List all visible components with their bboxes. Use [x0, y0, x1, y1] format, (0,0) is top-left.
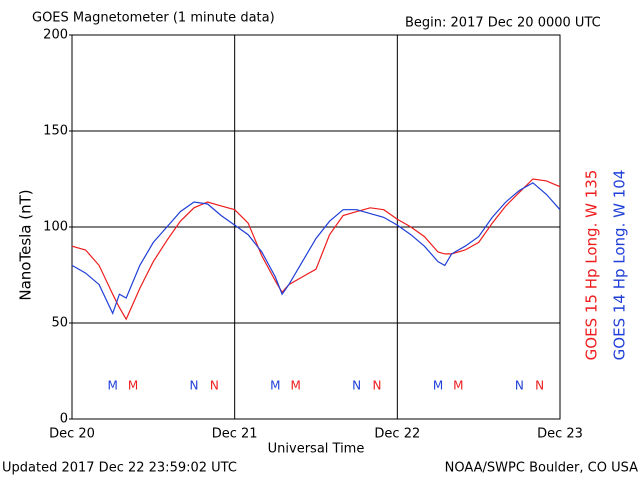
y-tick-label: 50 — [51, 316, 68, 331]
y-tick-label: 200 — [43, 28, 68, 43]
marker-label: N — [210, 379, 219, 393]
marker-label: N — [352, 379, 361, 393]
series-line — [71, 182, 561, 315]
footer-left: Updated 2017 Dec 22 23:59:02 UTC — [2, 461, 237, 476]
marker-label: N — [190, 379, 199, 393]
y-tick-label: 150 — [43, 124, 68, 139]
marker-label: M — [107, 379, 117, 393]
legend-entry: GOES 15 Hp Long. W 135 — [583, 170, 601, 361]
marker-label: M — [433, 379, 443, 393]
marker-label: M — [290, 379, 300, 393]
marker-label: N — [515, 379, 524, 393]
marker-label: N — [535, 379, 544, 393]
y-tick-label: 100 — [43, 220, 68, 235]
x-axis-label: Universal Time — [268, 442, 365, 457]
chart-subtitle: Begin: 2017 Dec 20 0000 UTC — [405, 16, 601, 31]
chart-title: GOES Magnetometer (1 minute data) — [32, 11, 275, 26]
y-tick-label: 0 — [60, 412, 68, 427]
marker-label: N — [373, 379, 382, 393]
series-line — [71, 178, 561, 321]
x-tick-label: Dec 23 — [537, 427, 583, 442]
marker-label: M — [453, 379, 463, 393]
y-axis-label: NanoTesla (nT) — [17, 189, 35, 300]
marker-label: M — [270, 379, 280, 393]
legend-entry: GOES 14 Hp Long. W 104 — [611, 170, 629, 361]
x-tick-label: Dec 21 — [212, 427, 258, 442]
marker-label: M — [128, 379, 138, 393]
footer-right: NOAA/SWPC Boulder, CO USA — [445, 461, 638, 476]
x-tick-label: Dec 20 — [49, 427, 95, 442]
x-tick-label: Dec 22 — [374, 427, 420, 442]
